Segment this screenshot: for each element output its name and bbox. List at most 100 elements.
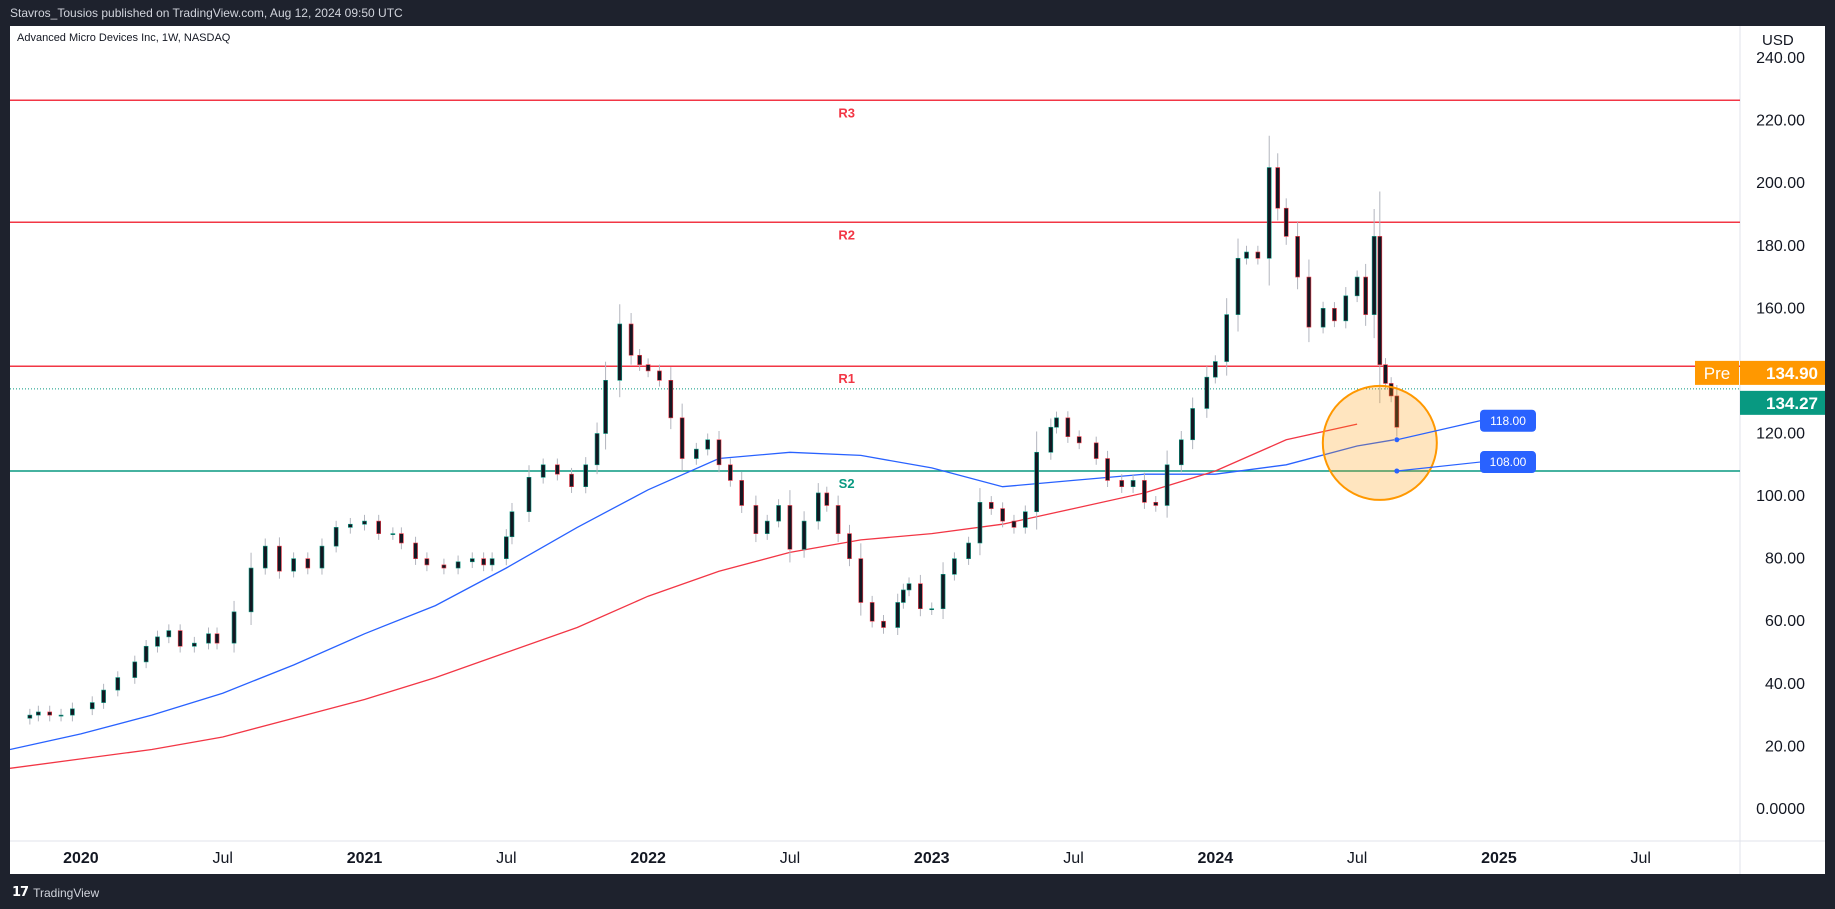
candle	[657, 364, 662, 387]
annotations: 118.00 108.00	[1321, 384, 1536, 501]
time-axis[interactable]: 2020 Jul 2021 Jul 2022 Jul 2023 Jul 2024 Jul 2025 J…	[63, 850, 1651, 867]
x-tick-label: 2022	[630, 850, 666, 867]
candle	[988, 496, 994, 515]
currency-label[interactable]: USD	[1762, 32, 1794, 49]
candle	[1048, 418, 1054, 460]
y-tick-label: 60.00	[1765, 613, 1805, 630]
price-axis[interactable]: 240.00220.00200.00180.00160.00140.00120.…	[1695, 50, 1825, 818]
x-tick-label: Jul	[1347, 850, 1367, 867]
candle	[801, 511, 807, 558]
ma-value-text: 118.00	[1490, 414, 1526, 428]
candle	[637, 349, 642, 371]
candle	[231, 600, 237, 653]
x-tick-label: Jul	[1631, 850, 1651, 867]
ma-value-badge[interactable]	[1480, 451, 1536, 474]
candle	[694, 442, 699, 465]
candle	[901, 583, 906, 609]
tradingview-logo-text: TradingView	[33, 885, 100, 900]
y-tick-label: 80.00	[1765, 551, 1805, 568]
candle	[716, 430, 722, 473]
price-badge-text: 134.90	[1766, 364, 1818, 383]
candle	[1332, 302, 1337, 328]
candle	[929, 602, 935, 615]
x-tick-label: 2024	[1198, 850, 1234, 867]
candle	[319, 538, 325, 575]
candle	[1343, 287, 1349, 329]
candle	[776, 499, 781, 528]
candle	[177, 624, 183, 653]
candle	[115, 671, 121, 697]
x-tick-label: Jul	[780, 850, 800, 867]
candle	[132, 655, 138, 684]
y-tick-label: 20.00	[1765, 738, 1805, 755]
candle	[847, 524, 852, 567]
tradingview-logo[interactable]: 17 TradingView	[12, 885, 99, 900]
candle	[1363, 263, 1368, 326]
y-tick-label: 240.00	[1756, 50, 1805, 67]
candle	[376, 514, 381, 540]
candle	[1054, 411, 1059, 434]
candle	[504, 529, 509, 566]
ma-value-text: 108.00	[1490, 455, 1527, 469]
candle	[1023, 505, 1028, 534]
candle	[787, 490, 793, 563]
ma-callout-line	[1396, 461, 1481, 472]
y-tick-label: 0.0000	[1756, 801, 1805, 818]
candle	[645, 358, 651, 378]
candle	[1142, 472, 1147, 509]
candle	[58, 708, 64, 722]
candle	[1105, 450, 1110, 488]
candle	[143, 640, 149, 669]
candle	[858, 543, 864, 616]
candle	[966, 536, 971, 565]
candle	[305, 552, 311, 575]
candle	[1306, 259, 1312, 343]
candle	[1388, 377, 1394, 403]
candle	[1383, 358, 1388, 390]
candle	[668, 367, 674, 430]
candle	[489, 552, 495, 572]
candle	[906, 577, 912, 597]
candle	[455, 555, 461, 575]
candle	[413, 536, 418, 565]
candle	[1394, 385, 1400, 437]
ma-value-badge[interactable]	[1480, 409, 1536, 432]
x-tick-label: 2023	[914, 850, 950, 867]
candle	[1320, 301, 1326, 334]
candle	[835, 495, 841, 543]
ma-callout-dot	[1394, 437, 1400, 443]
price-chart[interactable]: R3 R2 R1 S2 118.00 108.00 240.00 220.00 200.00…	[9, 26, 1825, 874]
candle	[89, 696, 95, 716]
candle	[469, 552, 475, 569]
highlight-circle	[1321, 384, 1438, 501]
candle	[1224, 298, 1229, 376]
candle	[1000, 502, 1005, 528]
candle	[214, 627, 220, 650]
candle	[753, 495, 759, 543]
x-tick-label: 2020	[63, 850, 99, 867]
level-label-s2: S2	[839, 476, 855, 491]
candle	[603, 361, 608, 450]
support-resistance-levels: R3 R2 R1 S2	[10, 99, 1740, 491]
y-tick-label: 40.00	[1765, 676, 1805, 693]
candle	[1065, 411, 1071, 443]
x-tick-label: 2025	[1481, 850, 1517, 867]
candle	[1076, 430, 1082, 450]
chart-title: Advanced Micro Devices Inc, 1W, NASDAQ	[17, 32, 231, 44]
candle	[390, 527, 396, 540]
candle	[333, 520, 339, 553]
price-badge-text: 134.27	[1766, 394, 1818, 413]
price-badge	[1740, 360, 1825, 385]
y-tick-label: 200.00	[1756, 175, 1805, 192]
chart-area[interactable]: R3 R2 R1 S2 118.00 108.00 240.00 220.00 200.00…	[9, 26, 1825, 874]
candle	[155, 630, 160, 653]
candle	[277, 537, 282, 579]
pre-market-tag-text: Pre	[1704, 364, 1730, 383]
candle	[70, 702, 75, 722]
publisher-text: Stavros_Tousios published on TradingView…	[10, 6, 403, 20]
level-label-r3: R3	[838, 105, 855, 120]
candle	[869, 595, 875, 628]
candle	[739, 471, 745, 513]
candle	[1093, 436, 1099, 465]
candle	[881, 614, 886, 634]
